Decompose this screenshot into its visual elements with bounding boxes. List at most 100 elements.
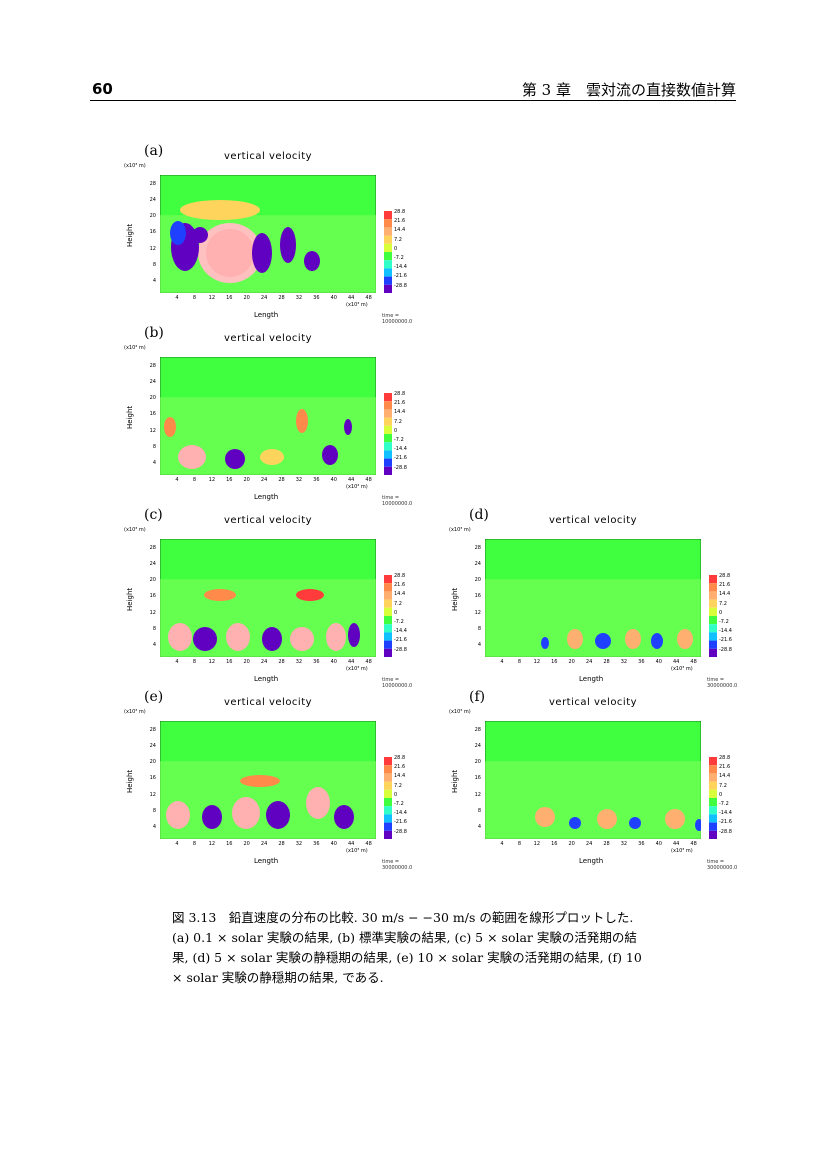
colorbar-swatch — [384, 260, 392, 269]
colorbar-label: -7.2 — [719, 619, 729, 625]
colorbar — [384, 757, 392, 839]
x-tick-label: 16 — [226, 659, 233, 665]
colorbar-label: 14.4 — [394, 773, 406, 780]
velocity-cell — [252, 233, 272, 273]
colorbar-swatch — [384, 284, 392, 293]
x-tick-label: 28 — [278, 659, 285, 665]
y-tick-label: 12 — [149, 245, 156, 252]
y-unit: (x10³ m) — [124, 163, 146, 169]
y-tick-label: 8 — [152, 443, 156, 450]
x-tick-label: 36 — [313, 659, 320, 665]
x-tick-label: 20 — [243, 841, 250, 847]
x-tick-label: 8 — [192, 477, 196, 483]
colorbar-swatch — [384, 814, 392, 823]
colorbar-swatch — [709, 640, 717, 649]
x-tick-label: 4 — [175, 659, 179, 665]
velocity-cell — [202, 805, 222, 829]
colorbar-label: 14.4 — [394, 591, 406, 598]
x-tick-label: 40 — [330, 659, 337, 665]
x-tick-label: 48 — [365, 841, 372, 847]
colorbar-label: -21.6 — [394, 455, 407, 462]
caption-line: × solar 実験の静穏期の結果, である. — [172, 970, 384, 985]
colorbar-label: -28.8 — [394, 646, 407, 653]
colorbar-swatch — [384, 466, 392, 475]
velocity-cell — [170, 221, 186, 245]
colorbar-swatch — [384, 607, 392, 616]
colorbar-swatch — [709, 773, 717, 782]
velocity-cell — [677, 629, 693, 649]
contour-plot — [485, 721, 701, 839]
plot-panel: (f) vertical velocity (x10³ m) Height 28 24 20… — [449, 689, 739, 871]
colorbar-label: -14.4 — [719, 628, 732, 635]
x-unit: (x10³ m) — [346, 848, 368, 854]
x-axis-label: Length — [254, 675, 279, 683]
panel-title: vertical velocity — [224, 151, 313, 162]
convective-layer — [485, 761, 701, 839]
x-tick-label: 48 — [365, 659, 372, 665]
time-label: time = 10000000.0 — [382, 677, 413, 689]
plot-panel: (a) vertical velocity (x10³ m) Height 28 24 20… — [124, 143, 414, 325]
velocity-cell — [306, 787, 330, 819]
velocity-cell — [225, 449, 245, 469]
x-tick-label: 44 — [348, 295, 355, 301]
colorbar-swatch — [384, 781, 392, 790]
colorbar-label: 14.4 — [394, 409, 406, 416]
colorbar-label: 7.2 — [394, 236, 402, 243]
colorbar-swatch — [384, 830, 392, 839]
velocity-cell — [168, 623, 192, 651]
colorbar — [709, 757, 717, 839]
y-tick-label: 4 — [152, 823, 156, 830]
velocity-cell — [625, 629, 641, 649]
colorbar-swatch — [384, 757, 392, 766]
y-tick-label: 24 — [149, 561, 156, 568]
y-tick-label: 8 — [152, 625, 156, 632]
x-tick-label: 40 — [330, 841, 337, 847]
panel-title: vertical velocity — [549, 515, 638, 526]
colorbar-label: 14.4 — [719, 591, 731, 598]
velocity-cell — [178, 445, 206, 469]
colorbar-swatch — [709, 624, 717, 633]
colorbar-label: 0 — [394, 791, 398, 798]
panel-title: vertical velocity — [224, 515, 313, 526]
x-tick-label: 44 — [348, 477, 355, 483]
y-tick-label: 20 — [149, 213, 156, 220]
colorbar-label: 21.6 — [394, 218, 406, 225]
x-axis-label: Length — [254, 857, 279, 865]
x-tick-label: 8 — [192, 659, 196, 665]
x-tick-label: 36 — [313, 841, 320, 847]
velocity-cell — [192, 227, 208, 243]
panel-title: vertical velocity — [549, 697, 638, 708]
colorbar-label: 0 — [719, 791, 723, 798]
caption-line: 果, (d) 5 × solar 実験の静穏期の結果, (e) 10 × sol… — [172, 950, 642, 965]
y-tick-label: 4 — [152, 641, 156, 648]
colorbar-swatch — [384, 648, 392, 657]
colorbar-label: -21.6 — [719, 637, 732, 644]
x-tick-label: 40 — [655, 659, 662, 665]
colorbar-swatch — [384, 822, 392, 831]
x-tick-label: 12 — [208, 477, 216, 483]
colorbar-swatch — [709, 607, 717, 616]
x-tick-label: 44 — [348, 659, 355, 665]
velocity-cell — [280, 227, 296, 263]
x-tick-label: 20 — [568, 659, 575, 665]
x-tick-label: 8 — [192, 841, 196, 847]
y-tick-label: 8 — [477, 625, 481, 632]
colorbar — [384, 211, 392, 293]
colorbar-swatch — [709, 757, 717, 766]
y-axis-label: Height — [451, 587, 459, 611]
colorbar-swatch — [709, 814, 717, 823]
y-unit: (x10³ m) — [124, 527, 146, 533]
colorbar-swatch — [384, 765, 392, 774]
velocity-cell — [344, 419, 352, 435]
y-tick-label: 4 — [477, 641, 481, 648]
time-label: time = 10000000.0 — [382, 495, 413, 507]
y-tick-label: 24 — [149, 743, 156, 750]
x-tick-label: 20 — [243, 295, 250, 301]
velocity-cell — [296, 589, 324, 601]
velocity-cell — [296, 409, 308, 433]
x-tick-label: 12 — [533, 659, 541, 665]
x-tick-label: 24 — [260, 841, 268, 847]
y-tick-label: 8 — [152, 807, 156, 814]
colorbar-label: -14.4 — [719, 810, 732, 817]
x-tick-label: 44 — [348, 841, 355, 847]
